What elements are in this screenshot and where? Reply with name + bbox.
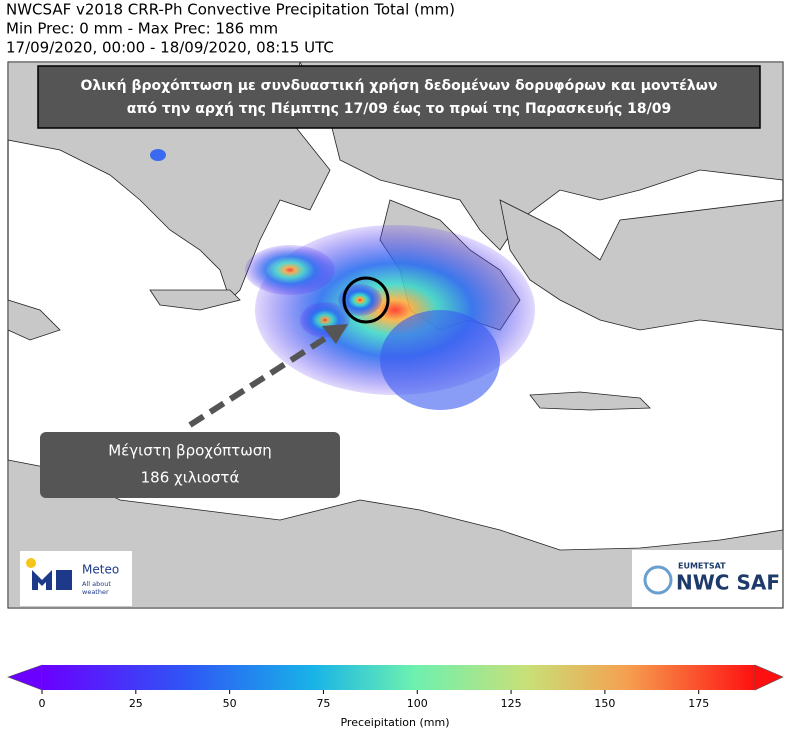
nwcsaf-logo <box>632 550 782 607</box>
meteo-tagline: All about <box>82 580 111 588</box>
header-line: 17/09/2020, 00:00 - 18/09/2020, 08:15 UT… <box>6 39 334 57</box>
meteo-name: Meteo <box>82 563 119 577</box>
colorbar-label: Preceipitation (mm) <box>340 716 449 729</box>
callout-line: Μέγιστη βροχόπτωση <box>108 442 272 460</box>
colorbar-tick-label: 100 <box>407 697 428 710</box>
max-marker <box>342 276 390 324</box>
map: Ολική βροχόπτωση με συνδυαστική χρήση δε… <box>7 61 784 609</box>
colorbar-gradient <box>42 665 755 690</box>
precipitation-field <box>150 149 535 410</box>
colorbar-tick-label: 0 <box>39 697 46 710</box>
colorbar-tick-label: 125 <box>501 697 522 710</box>
colorbar: Preceipitation (mm) 0 25 50 75 100 125 150 175 <box>7 664 784 729</box>
colorbar-tick-label: 75 <box>316 697 330 710</box>
meteo-tagline: weather <box>82 588 109 596</box>
banner-box <box>37 65 761 129</box>
colorbar-tick-label: 50 <box>223 697 237 710</box>
colorbar-tick-label: 175 <box>688 697 709 710</box>
nwcsaf-org: EUMETSAT <box>678 562 726 571</box>
callout-arrowhead <box>322 324 348 344</box>
banner-line: από την αρχή της Πέμπτης 17/09 έως το πρ… <box>127 101 672 117</box>
banner-line: Ολική βροχόπτωση με συνδυαστική χρήση δε… <box>80 78 717 94</box>
colorbar-extend-high <box>754 664 784 691</box>
nwcsaf-name: NWC SAF <box>676 571 780 595</box>
colorbar-tick-label: 150 <box>594 697 615 710</box>
colorbar-extend-low <box>7 664 43 691</box>
colorbar-tick-label: 25 <box>129 697 143 710</box>
meteo-mark <box>56 570 72 590</box>
nwcsaf-mark <box>643 565 673 595</box>
callout-line: 186 χιλιοστά <box>141 469 240 487</box>
header-line: NWCSAF v2018 CRR-Ph Convective Precipita… <box>6 1 455 19</box>
meteo-mark <box>32 570 52 590</box>
meteo-sun <box>26 558 36 568</box>
callout-arrow <box>188 329 337 428</box>
callout-box <box>40 432 340 498</box>
header-line: Min Prec: 0 mm - Max Prec: 186 mm <box>6 20 278 38</box>
